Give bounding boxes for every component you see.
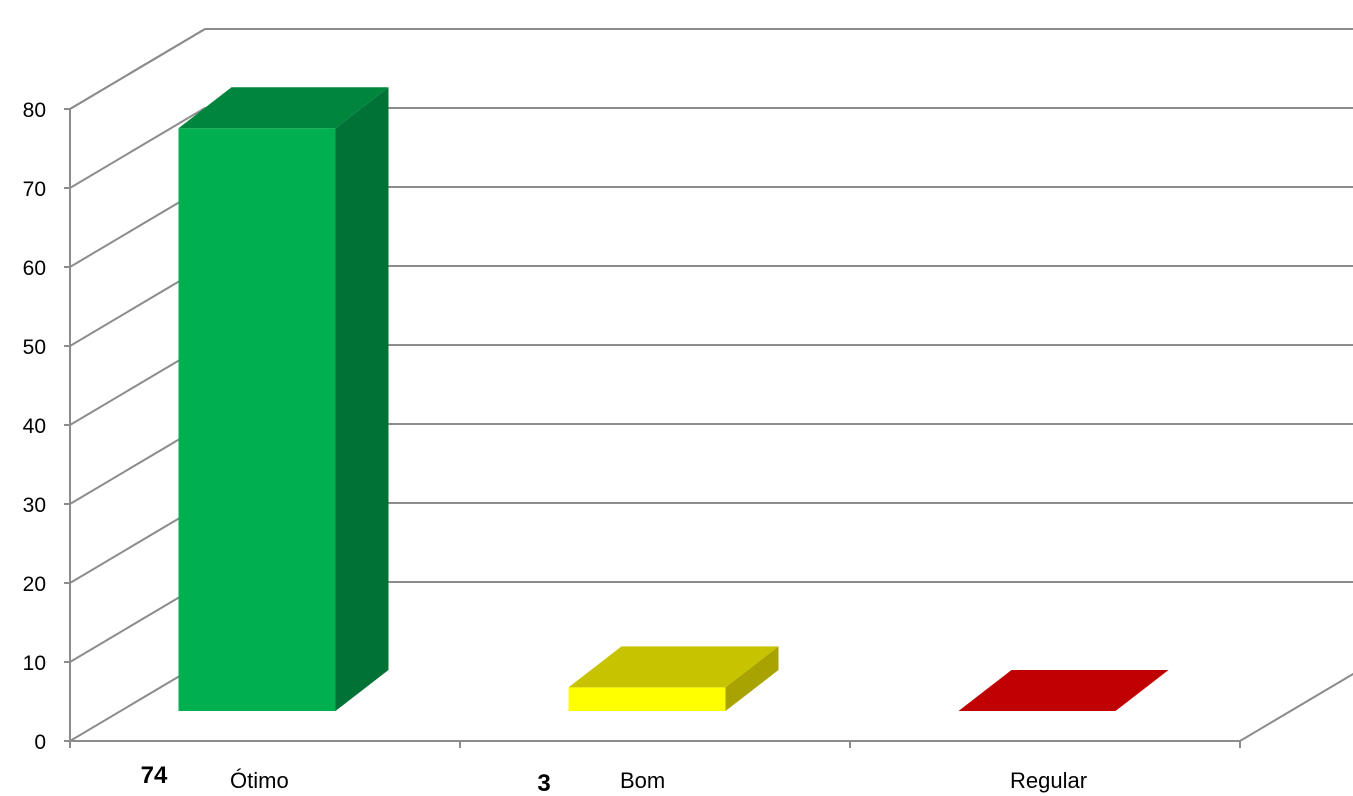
bar-front-face bbox=[178, 128, 336, 711]
side-gridline bbox=[69, 107, 206, 189]
y-tick-label: 10 bbox=[23, 652, 46, 675]
x-tick-label: Ótimo bbox=[230, 768, 289, 793]
axes bbox=[64, 28, 1353, 748]
bar-top-face bbox=[568, 646, 779, 688]
data-label: 3 bbox=[537, 770, 550, 796]
data-label: 74 bbox=[141, 762, 168, 789]
x-tick-label: Bom bbox=[620, 768, 665, 793]
y-tick-label: 40 bbox=[23, 415, 46, 438]
labels: 0 10 20 30 40 50 60 70 80 Ótimo 74 Bom 3 Regular bbox=[23, 99, 1087, 796]
y-tick-label: 50 bbox=[23, 336, 46, 359]
bar-ótimo bbox=[178, 87, 389, 711]
bars bbox=[178, 87, 1169, 711]
y-tick-label: 30 bbox=[23, 494, 46, 517]
x-tick-label: Regular bbox=[1010, 768, 1087, 793]
bar-front-face bbox=[568, 687, 726, 711]
floor-right-edge bbox=[1239, 672, 1353, 742]
y-tick-label: 0 bbox=[34, 731, 46, 754]
bar-regular bbox=[958, 670, 1169, 711]
bar-top-face bbox=[178, 87, 389, 129]
bar-bom bbox=[568, 646, 779, 711]
bar-side-face bbox=[725, 646, 779, 711]
bar-top-face bbox=[958, 670, 1169, 711]
y-tick-label: 20 bbox=[23, 573, 46, 596]
bar-side-face bbox=[335, 87, 389, 711]
gridlines bbox=[69, 28, 1353, 742]
side-wall-top-edge bbox=[69, 28, 206, 110]
y-tick-label: 70 bbox=[23, 178, 46, 201]
y-tick-label: 60 bbox=[23, 257, 46, 280]
y-tick-label: 80 bbox=[23, 99, 46, 122]
